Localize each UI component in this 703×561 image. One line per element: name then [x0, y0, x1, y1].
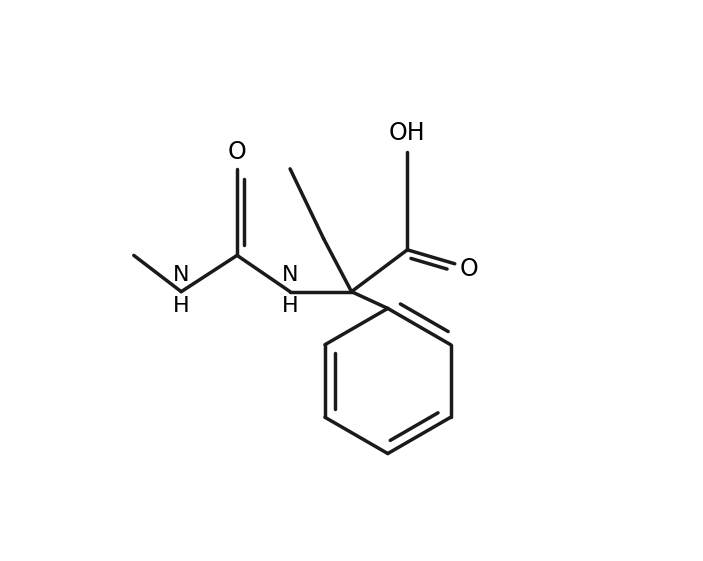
Text: O: O	[459, 257, 478, 281]
Text: H: H	[282, 296, 298, 316]
Text: H: H	[173, 296, 190, 316]
Text: OH: OH	[389, 121, 425, 145]
Text: O: O	[228, 140, 247, 164]
Text: N: N	[282, 265, 298, 285]
Text: N: N	[173, 265, 190, 285]
